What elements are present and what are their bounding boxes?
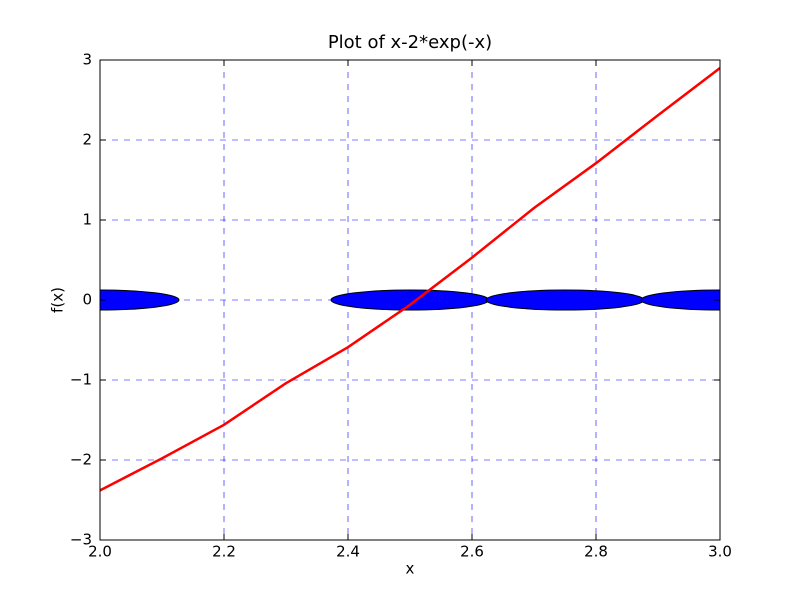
y-tick-label: −3: [70, 531, 92, 549]
y-axis-label: f(x): [49, 287, 67, 313]
ticks: 2.0 2.2 2.4 2.6 2.8 3.0 −3 −2 −1 0 1 2 3: [70, 51, 732, 561]
x-axis-label: x: [406, 560, 415, 578]
chart-title: Plot of x-2*exp(-x): [328, 32, 492, 53]
x-tick-label: 2.4: [336, 543, 360, 561]
x-tick-label: 2.8: [584, 543, 608, 561]
y-tick-label: 3: [82, 51, 92, 69]
plot-area: [100, 67, 720, 492]
x-tick-label: 2.0: [88, 543, 112, 561]
y-tick-label: 1: [82, 211, 92, 229]
point-marker: [100, 289, 180, 311]
point-marker: [330, 289, 490, 311]
point-marker: [640, 289, 720, 311]
x-tick-label: 2.2: [212, 543, 236, 561]
y-tick-label: 0: [82, 291, 92, 309]
x-tick-label: 3.0: [708, 543, 732, 561]
y-tick-label: −2: [70, 451, 92, 469]
y-tick-label: 2: [82, 131, 92, 149]
point-marker: [485, 289, 645, 311]
x-tick-label: 2.6: [460, 543, 484, 561]
data-line: [100, 67, 720, 492]
y-tick-label: −1: [70, 371, 92, 389]
